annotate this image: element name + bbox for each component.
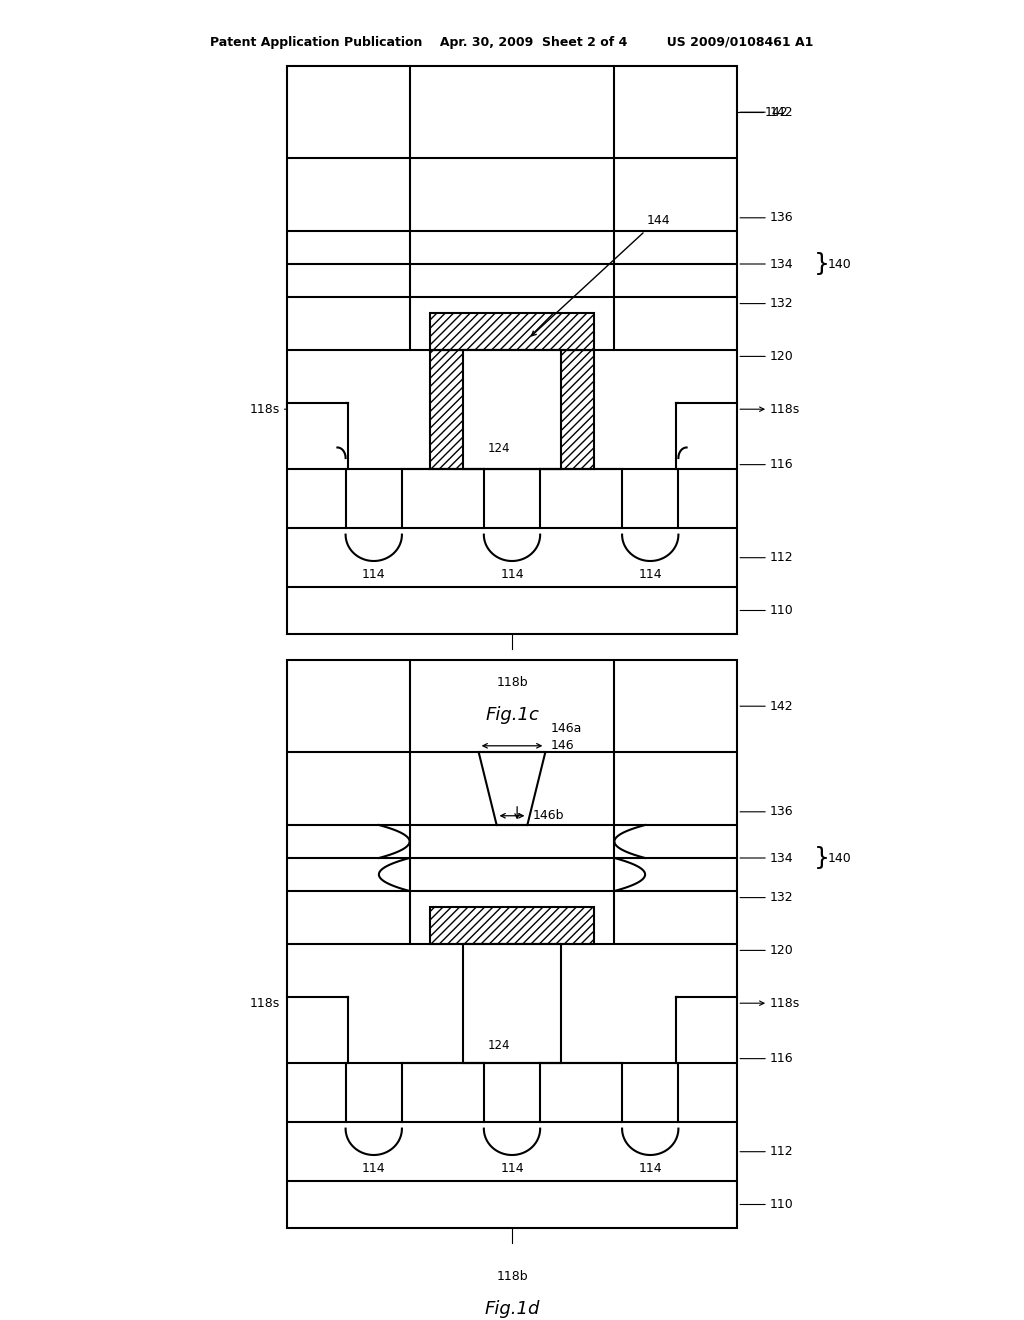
Text: 120: 120 [770,944,794,957]
Text: }: } [814,252,830,276]
Text: 118s: 118s [249,997,280,1010]
Bar [430,313,594,350]
Text: 140: 140 [827,257,851,271]
Text: 114: 114 [361,1162,386,1175]
Text: }: } [814,846,830,870]
Text: 142: 142 [770,700,794,713]
Bar [287,660,737,1228]
Text: 146a: 146a [551,722,582,735]
Text: 132: 132 [770,891,794,904]
Text: 114: 114 [638,1162,663,1175]
Text: Fig.1d: Fig.1d [484,1300,540,1319]
Text: 118s: 118s [249,403,280,416]
Text: 132: 132 [770,297,794,310]
Text: 142: 142 [770,106,794,119]
Bar [463,944,561,1063]
Bar [430,907,594,944]
Bar [463,350,561,469]
Text: 118s: 118s [770,403,801,416]
Text: 146: 146 [551,739,574,752]
Text: 114: 114 [361,568,386,581]
Text: 112: 112 [770,552,794,564]
Text: 114: 114 [638,568,663,581]
Bar [287,66,737,634]
Text: 136: 136 [770,211,794,224]
Text: 116: 116 [770,458,794,471]
Text: 124: 124 [487,442,510,455]
Text: 114: 114 [500,568,524,581]
Text: 120: 120 [770,350,794,363]
Text: Patent Application Publication    Apr. 30, 2009  Sheet 2 of 4         US 2009/01: Patent Application Publication Apr. 30, … [210,36,814,49]
Text: 118b: 118b [497,1270,527,1283]
Text: 118b: 118b [497,676,527,689]
Text: 114: 114 [500,1162,524,1175]
Text: 124: 124 [487,1039,510,1052]
Text: 134: 134 [770,851,794,865]
Text: 110: 110 [770,1199,794,1210]
Text: 136: 136 [770,805,794,818]
Text: 146b: 146b [532,809,564,822]
Text: 144: 144 [647,214,671,227]
Bar [430,350,594,469]
Text: 110: 110 [770,605,794,616]
Text: 118s: 118s [770,997,801,1010]
Text: 112: 112 [770,1146,794,1158]
Text: Fig.1c: Fig.1c [485,706,539,725]
Text: 134: 134 [770,257,794,271]
Text: 116: 116 [770,1052,794,1065]
Text: 140: 140 [827,851,851,865]
Text: 142: 142 [765,106,788,119]
